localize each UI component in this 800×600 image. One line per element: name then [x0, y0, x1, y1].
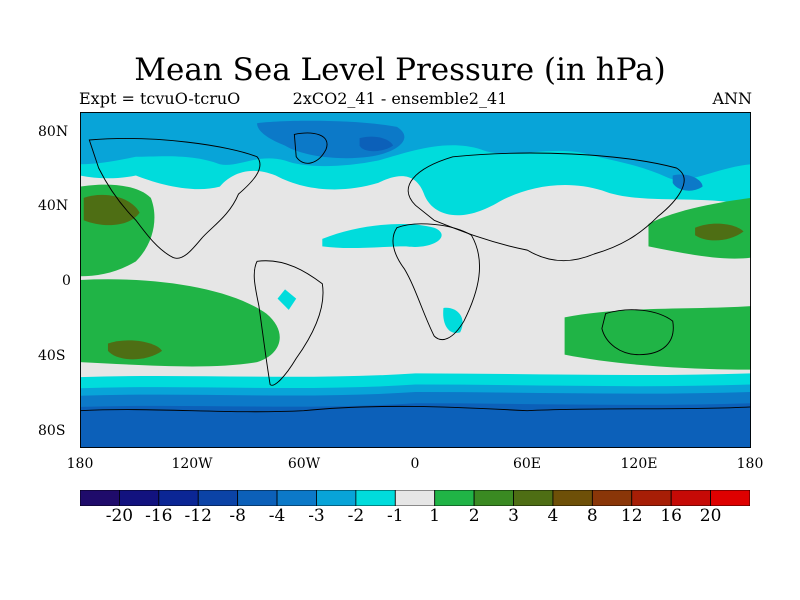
colorbar-label: -12: [184, 506, 212, 526]
season-label: ANN: [712, 89, 752, 108]
colorbar-label: 2: [468, 506, 480, 526]
x-tick-label: 60W: [287, 456, 321, 472]
arctic-blue-region: [80, 112, 751, 180]
colorbar-label: 4: [547, 506, 559, 526]
colorbar-swatch: [197, 490, 239, 506]
colorbar-swatch: [394, 490, 436, 506]
spac-core: [107, 340, 163, 360]
arctic-core-region: [359, 136, 394, 152]
colorbar-swatch: [276, 490, 317, 506]
y-tick-label: 0: [62, 273, 71, 289]
antarctica-region: [80, 403, 751, 448]
africa-coast: [392, 223, 480, 340]
middle-east-cyan-region: [322, 224, 442, 249]
colorbar-swatch: [316, 490, 357, 506]
x-tick-label: 0: [410, 456, 420, 472]
colorbar-swatch: [80, 490, 120, 506]
colorbar-swatch: [158, 490, 199, 506]
colorbar: [80, 490, 750, 506]
south-america-cyan-region: [277, 289, 297, 310]
coastlines: [80, 132, 751, 413]
colorbar-swatch: [473, 490, 514, 506]
colorbar-swatch: [670, 490, 711, 506]
colorbar-label: 16: [660, 506, 682, 526]
eurasia-coast: [407, 152, 685, 262]
colorbar-swatch: [355, 490, 396, 506]
colorbar-label: 8: [586, 506, 598, 526]
australia-coast: [601, 309, 674, 356]
colorbar-swatch: [631, 490, 672, 506]
map-title: Mean Sea Level Pressure (in hPa): [134, 52, 666, 88]
siberia-cyan-region: [415, 164, 528, 196]
colorbar-swatch: [710, 490, 750, 506]
south-africa-cyan-region: [443, 307, 463, 333]
npac-blue-region: [672, 174, 703, 191]
y-tick-label: 40N: [38, 198, 69, 214]
x-tick-label: 120W: [171, 456, 213, 472]
north-america-coast: [88, 138, 261, 259]
x-tick-label: 180: [66, 456, 94, 472]
antarctica-coast: [80, 405, 751, 413]
colorbar-swatch: [591, 490, 633, 506]
npac-west-core: [695, 223, 744, 241]
colorbar-label: 1: [429, 506, 441, 526]
npac-east-core: [83, 194, 140, 226]
experiment-label: Expt = tcvuO-tcruO: [79, 89, 241, 108]
y-tick-label: 40S: [38, 348, 66, 364]
pressure-map: [80, 112, 751, 448]
colorbar-label: -16: [145, 506, 173, 526]
greenland-coast: [293, 132, 328, 164]
colorbar-label: -3: [308, 506, 325, 526]
ensemble-label: 2xCO2_41 - ensemble2_41: [292, 89, 508, 108]
y-tick-label: 80N: [38, 124, 69, 140]
x-tick-label: 180: [736, 456, 764, 472]
x-tick-label: 120E: [620, 456, 658, 472]
y-tick-label: 80S: [38, 423, 66, 439]
colorbar-swatch: [237, 490, 278, 506]
colorbar-label: -8: [229, 506, 246, 526]
colorbar-label: -2: [347, 506, 365, 526]
x-tick-label: 60E: [512, 456, 542, 472]
colorbar-swatch: [434, 490, 475, 506]
colorbar-swatch: [119, 490, 160, 506]
colorbar-swatch: [513, 490, 554, 506]
colorbar-label: -20: [105, 506, 134, 526]
colorbar-label: 12: [620, 506, 643, 526]
colorbar-label: 20: [699, 506, 722, 526]
south-indian-high: [564, 306, 751, 370]
colorbar-swatch: [552, 490, 593, 506]
south-america-coast: [253, 260, 324, 386]
colorbar-label: -4: [268, 506, 286, 526]
colorbar-label: -1: [387, 506, 404, 526]
colorbar-label: 3: [508, 506, 519, 526]
